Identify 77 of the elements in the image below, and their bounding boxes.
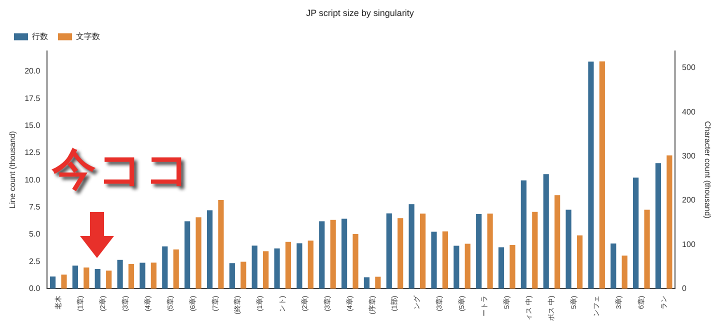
bar	[633, 178, 639, 289]
bar	[341, 218, 348, 289]
y2-tick-label: 200	[682, 196, 696, 205]
y2-tick-label: 300	[682, 152, 696, 160]
bar	[218, 200, 224, 289]
bar	[520, 180, 526, 289]
bar	[308, 240, 314, 289]
y-tick-label: 2.5	[29, 256, 41, 266]
bar	[442, 231, 448, 289]
y-tick-label: 20.0	[24, 66, 41, 76]
bar	[84, 268, 90, 289]
bar	[408, 204, 414, 289]
bar	[622, 256, 628, 289]
bar	[543, 174, 549, 289]
bar	[487, 214, 493, 289]
chart-title: JP script size by singularity	[306, 8, 414, 18]
y2-tick-label: 400	[682, 107, 696, 116]
bar	[566, 210, 572, 289]
bar	[106, 270, 112, 289]
bar	[554, 195, 560, 289]
bar	[128, 264, 134, 289]
y-tick-label: 10.0	[24, 175, 41, 184]
bar	[330, 220, 336, 289]
bar	[94, 268, 100, 289]
bar	[510, 245, 516, 289]
bar	[476, 214, 482, 289]
bar	[117, 260, 123, 289]
y-axis-title: Line count (thousand)	[8, 130, 18, 208]
bar	[274, 248, 280, 289]
bar	[599, 61, 605, 289]
bar	[150, 262, 156, 289]
bar	[431, 232, 437, 289]
legend-label: 文字数	[76, 32, 100, 42]
bar	[398, 218, 404, 289]
bar	[454, 246, 460, 289]
y-tick-label: 5.0	[29, 230, 41, 239]
bar	[140, 262, 146, 289]
bar	[184, 221, 190, 289]
bar	[576, 235, 583, 289]
bar	[173, 249, 179, 289]
bar	[610, 244, 616, 289]
y2-tick-label: 0	[682, 284, 688, 293]
bar	[240, 262, 246, 289]
y2-axis-title: Character count (thousand)	[702, 121, 712, 219]
bar	[50, 276, 56, 289]
bar	[263, 251, 269, 289]
bar	[375, 276, 381, 289]
y-tick-label: 12.5	[24, 148, 41, 158]
bar	[644, 210, 650, 289]
bar	[588, 62, 594, 289]
bar	[206, 210, 213, 289]
bar	[229, 263, 235, 289]
bar	[655, 163, 662, 289]
bar	[464, 244, 470, 289]
bar	[352, 234, 358, 289]
bar	[72, 266, 78, 289]
bar	[285, 242, 292, 289]
y2-tick-label: 100	[682, 240, 696, 249]
y-tick-label: 7.5	[29, 202, 41, 212]
annotation: 今ココ	[52, 143, 192, 197]
bar	[252, 246, 258, 289]
bar	[364, 277, 370, 289]
bar	[196, 217, 202, 289]
bar	[420, 214, 426, 289]
legend-label: 行数	[32, 32, 48, 42]
bar	[296, 243, 302, 289]
bar	[532, 212, 538, 289]
bar	[666, 155, 672, 289]
y2-tick-label: 500	[682, 63, 696, 72]
bar	[162, 246, 168, 289]
bar	[386, 213, 392, 289]
y-tick-label: 17.5	[24, 94, 41, 103]
y-tick-label: 0.0	[29, 284, 41, 293]
bar	[498, 247, 504, 289]
bar	[319, 221, 325, 289]
y-tick-label: 15.0	[24, 120, 41, 130]
bar	[61, 274, 67, 289]
